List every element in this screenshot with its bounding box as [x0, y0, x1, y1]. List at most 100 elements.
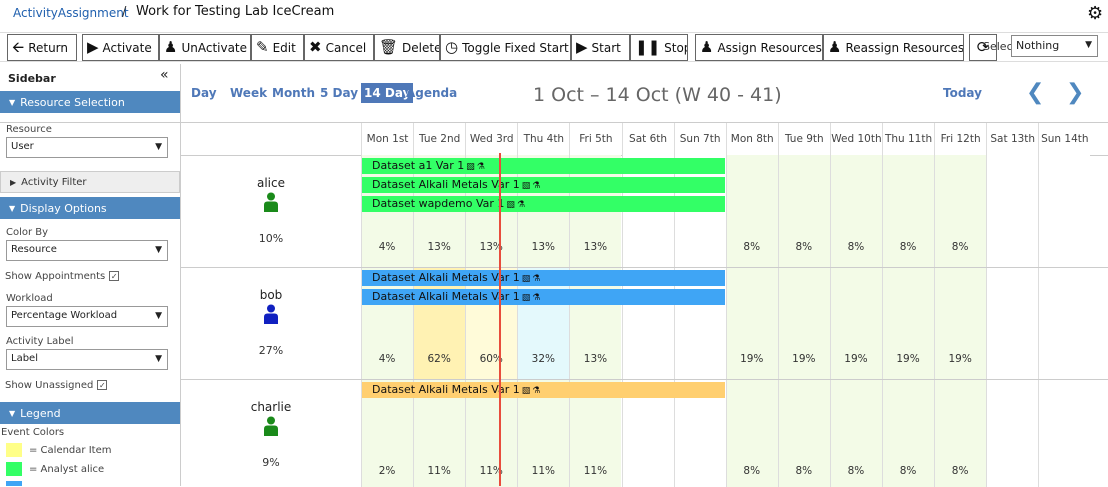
resource-name: alice — [256, 176, 285, 190]
edit-icon: ▧ — [506, 200, 515, 210]
breadcrumb-link[interactable]: ActivityAssignment — [13, 6, 129, 20]
calendar-event[interactable]: Dataset Alkali Metals Var 1 ▧ ⚗ — [362, 270, 725, 286]
panel-activity-filter[interactable]: ▶ Activity Filter — [0, 171, 180, 193]
day-header[interactable]: Wed 3rd — [465, 123, 517, 155]
flask-icon: ⚗ — [532, 181, 541, 191]
show-appointments-checkbox[interactable]: ✓ — [109, 271, 120, 281]
day-cell[interactable] — [882, 155, 935, 267]
day-cell[interactable] — [934, 155, 987, 267]
day-cell[interactable] — [934, 379, 987, 487]
day-header[interactable]: Mon 1st — [361, 123, 413, 155]
day-header[interactable]: Fri 12th — [934, 123, 986, 155]
day-cell[interactable] — [829, 155, 882, 267]
calendar-header: Day Week Month 5 Day 14 Day Agenda 1 Oct… — [181, 64, 1108, 122]
day-cell[interactable] — [829, 267, 882, 379]
select-dropdown[interactable]: Nothing ▼ — [1011, 35, 1098, 57]
day-cell[interactable] — [725, 379, 778, 487]
day-header[interactable]: Fri 5th — [569, 123, 621, 155]
day-cell[interactable] — [1038, 267, 1091, 379]
day-cell[interactable] — [986, 267, 1039, 379]
day-cell[interactable] — [986, 379, 1039, 487]
play-icon: ▶ — [87, 38, 99, 56]
toggle-fixed-start-button[interactable]: ◷ Toggle Fixed Start — [440, 34, 571, 61]
caret-down-icon: ▼ — [9, 408, 16, 418]
refresh-icon: ⟳ — [976, 38, 990, 56]
event-label: Dataset wapdemo Var 1 — [372, 197, 505, 210]
calendar-event[interactable]: Dataset Alkali Metals Var 1 ▧ ⚗ — [362, 177, 725, 193]
day-header[interactable]: Sun 7th — [673, 123, 726, 155]
day-cell[interactable] — [725, 155, 778, 267]
today-button[interactable]: Today — [943, 86, 982, 100]
day-cell[interactable] — [777, 267, 830, 379]
calendar-event[interactable]: Dataset a1 Var 1 ▧ ⚗ — [362, 158, 725, 174]
caret-down-icon: ▼ — [155, 142, 162, 152]
day-cell[interactable] — [882, 379, 935, 487]
day-cell[interactable] — [1038, 379, 1091, 487]
day-header[interactable]: Sat 6th — [621, 123, 674, 155]
date-range-title: 1 Oct – 14 Oct (W 40 - 41) — [533, 84, 782, 106]
workload-percent: 19% — [948, 353, 972, 365]
edit-button[interactable]: ✎ Edit — [251, 34, 304, 61]
view-5day-button[interactable]: 5 Day — [320, 86, 359, 100]
day-cell[interactable] — [986, 155, 1039, 267]
panel-display-options[interactable]: ▼ Display Options — [0, 197, 180, 219]
arrow-left-icon: 🡨 — [12, 38, 25, 56]
chevron-left-icon[interactable]: ❮ — [1026, 80, 1045, 105]
day-cell[interactable] — [829, 379, 882, 487]
reassign-resources-button[interactable]: ♟ Reassign Resources — [823, 34, 964, 61]
cancel-button[interactable]: ✖ Cancel — [304, 34, 374, 61]
view-14day-button[interactable]: 14 Day — [361, 83, 414, 103]
calendar-event[interactable]: Dataset wapdemo Var 1 ▧ ⚗ — [362, 196, 725, 212]
flask-icon: ⚗ — [532, 386, 541, 396]
gear-icon[interactable]: ⚙ — [1087, 3, 1104, 24]
workload-percent: 8% — [743, 241, 761, 253]
day-cell[interactable] — [934, 267, 987, 379]
start-button[interactable]: ▶ Start — [571, 34, 630, 61]
view-day-button[interactable]: Day — [191, 86, 217, 100]
day-cell[interactable] — [725, 267, 778, 379]
return-button[interactable]: 🡨 Return — [7, 34, 77, 61]
legend-swatch-calendar-item — [6, 443, 22, 457]
panel-title: Display Options — [20, 201, 107, 215]
cancel-label: Cancel — [325, 40, 367, 55]
panel-resource-selection[interactable]: ▼ Resource Selection — [0, 91, 180, 113]
show-unassigned-checkbox[interactable]: ✓ — [97, 380, 108, 390]
workload-percent: 13% — [479, 241, 503, 253]
day-header[interactable]: Tue 2nd — [413, 123, 465, 155]
day-cell[interactable] — [1038, 155, 1091, 267]
color-by-select[interactable]: Resource ▼ — [6, 240, 168, 261]
delete-button[interactable]: 🗑 Delete — [374, 34, 440, 61]
chevron-right-icon[interactable]: ❯ — [1066, 80, 1085, 105]
resource-select[interactable]: User ▼ — [6, 137, 168, 158]
caret-down-icon: ▼ — [155, 311, 162, 321]
calendar-event[interactable]: Dataset Alkali Metals Var 1 ▧ ⚗ — [362, 289, 725, 305]
view-month-button[interactable]: Month — [272, 86, 316, 100]
view-agenda-button[interactable]: Agenda — [406, 86, 458, 100]
flask-icon: ⚗ — [476, 162, 485, 172]
day-cell[interactable] — [777, 155, 830, 267]
day-header[interactable]: Tue 9th — [777, 123, 830, 155]
day-cell[interactable] — [882, 267, 935, 379]
day-header[interactable]: Mon 8th — [725, 123, 778, 155]
resource-percent: 10% — [258, 232, 284, 245]
day-cell[interactable] — [777, 379, 830, 487]
activate-button[interactable]: ▶ Activate — [82, 34, 159, 61]
assign-resources-button[interactable]: ♟ Assign Resources — [695, 34, 823, 61]
day-header[interactable]: Sun 14th — [1038, 123, 1090, 155]
day-header[interactable]: Thu 11th — [882, 123, 934, 155]
day-header[interactable]: Wed 10th — [829, 123, 882, 155]
workload-select[interactable]: Percentage Workload ▼ — [6, 306, 168, 327]
unactivate-button[interactable]: ♟ UnActivate — [159, 34, 251, 61]
stop-button[interactable]: ❚❚Stop — [630, 34, 688, 61]
panel-legend[interactable]: ▼ Legend — [0, 402, 180, 424]
day-header[interactable]: Thu 4th — [517, 123, 569, 155]
user-icon — [181, 192, 361, 215]
pause-icon: ❚❚ — [635, 38, 661, 56]
collapse-icon[interactable]: « — [160, 67, 169, 83]
calendar-event[interactable]: Dataset Alkali Metals Var 1 ▧ ⚗ — [362, 382, 725, 398]
day-header[interactable]: Sat 13th — [986, 123, 1038, 155]
activity-label-select[interactable]: Label ▼ — [6, 349, 168, 370]
refresh-button[interactable]: ⟳ — [969, 34, 997, 61]
view-week-button[interactable]: Week — [230, 86, 268, 100]
select-label: Select — [983, 40, 1017, 53]
